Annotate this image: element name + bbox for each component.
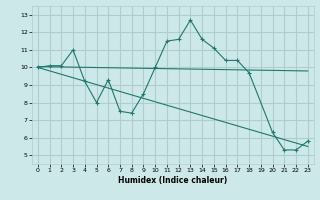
X-axis label: Humidex (Indice chaleur): Humidex (Indice chaleur) [118,176,228,185]
